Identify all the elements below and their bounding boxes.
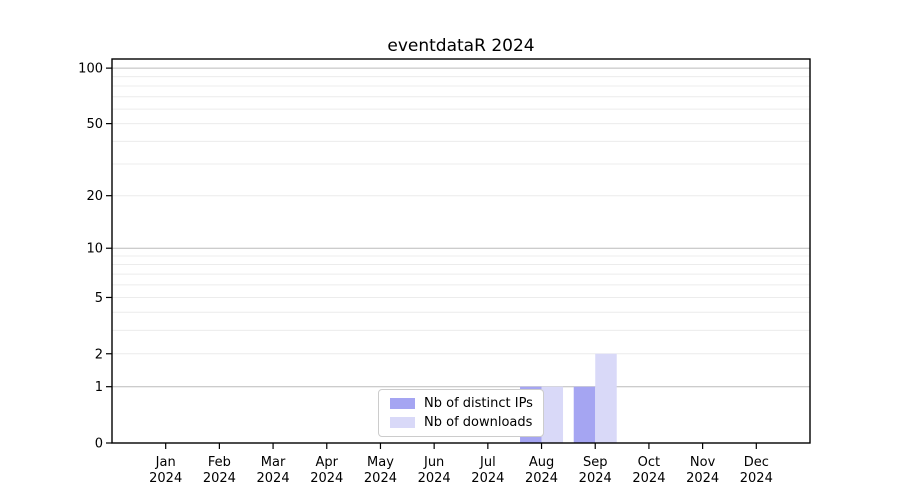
legend: Nb of distinct IPs Nb of downloads: [378, 389, 544, 437]
y-tick-label: 20: [86, 189, 103, 204]
x-tick-label-year: 2024: [686, 471, 719, 486]
legend-label-distinct-ips: Nb of distinct IPs: [424, 396, 533, 411]
x-tick-label-month: Dec: [744, 455, 769, 470]
y-tick-label: 10: [86, 242, 103, 257]
x-tick-label-month: Jan: [155, 455, 176, 470]
bar-aug-series1: [541, 386, 564, 443]
x-tick-label-month: Mar: [261, 455, 286, 470]
x-tick-label-year: 2024: [149, 471, 182, 486]
legend-item-downloads: Nb of downloads: [390, 413, 532, 432]
x-tick-label-year: 2024: [418, 471, 451, 486]
x-tick-label-month: Jun: [423, 455, 444, 470]
x-tick-label-year: 2024: [740, 471, 773, 486]
bar-sep-series0: [573, 386, 596, 443]
y-tick-label: 50: [86, 117, 103, 132]
x-tick-label-month: Feb: [208, 455, 231, 470]
x-tick-label-year: 2024: [257, 471, 290, 486]
y-tick-label: 0: [95, 437, 103, 452]
x-tick-label-month: Nov: [690, 455, 716, 470]
x-tick-label-year: 2024: [364, 471, 397, 486]
bar-sep-series1: [595, 353, 617, 443]
y-tick-label: 2: [95, 347, 103, 362]
y-tick-label: 100: [78, 62, 103, 77]
y-tick-label: 1: [95, 380, 103, 395]
x-tick-label-month: Jul: [479, 455, 496, 470]
x-tick-label-year: 2024: [203, 471, 236, 486]
y-tick-label: 5: [95, 291, 103, 306]
x-tick-label-month: Oct: [638, 455, 660, 470]
x-tick-label-month: Sep: [583, 455, 608, 470]
x-tick-label-month: May: [367, 455, 394, 470]
legend-swatch-downloads: [390, 417, 415, 428]
x-tick-label-month: Aug: [529, 455, 554, 470]
legend-item-distinct-ips: Nb of distinct IPs: [390, 394, 533, 413]
x-tick-label-year: 2024: [632, 471, 665, 486]
plot-border: [111, 58, 811, 444]
x-tick-label-year: 2024: [579, 471, 612, 486]
legend-swatch-distinct-ips: [390, 398, 415, 409]
x-tick-label-year: 2024: [471, 471, 504, 486]
chart-title: eventdataR 2024: [387, 36, 535, 56]
x-tick-label-year: 2024: [525, 471, 558, 486]
x-tick-label-month: Apr: [316, 455, 339, 470]
legend-label-downloads: Nb of downloads: [424, 415, 533, 430]
x-tick-label-year: 2024: [310, 471, 343, 486]
